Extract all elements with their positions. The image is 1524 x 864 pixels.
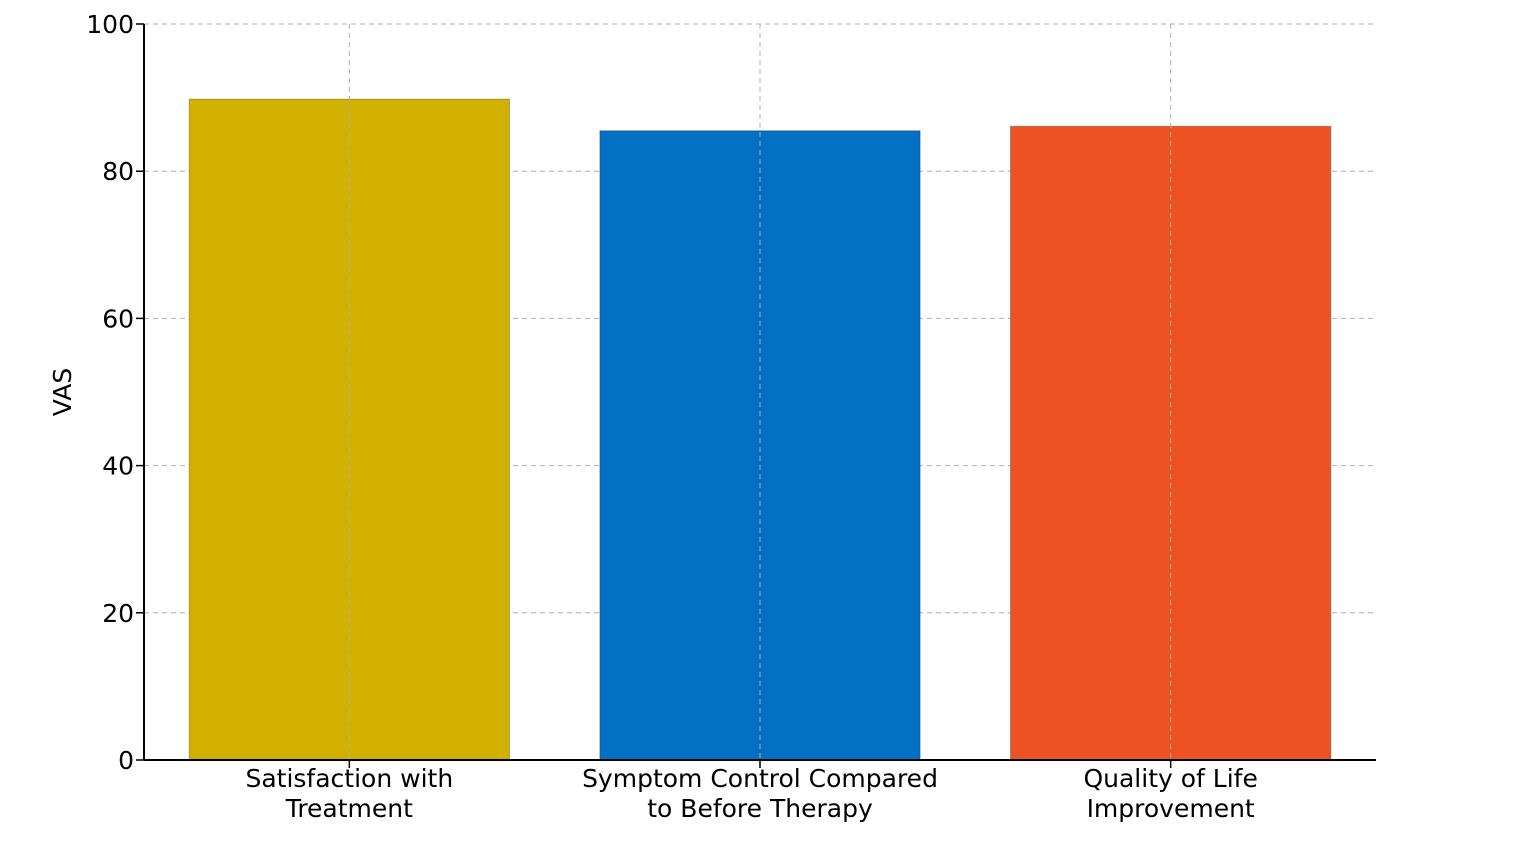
x-tick-label-line: Satisfaction with bbox=[245, 764, 453, 793]
x-tick-label: Satisfaction with Treatment bbox=[245, 764, 453, 823]
x-tick-label-line: Symptom Control Compared bbox=[582, 764, 938, 793]
x-tick-label-line: Quality of Life bbox=[1083, 764, 1257, 793]
y-tick-label: 60 bbox=[102, 304, 134, 333]
y-tick-label: 100 bbox=[86, 10, 134, 39]
y-tick-label: 40 bbox=[102, 452, 134, 481]
x-tick-label-line: Improvement bbox=[1087, 794, 1255, 823]
y-tick-label: 20 bbox=[102, 599, 134, 628]
y-tick-label: 0 bbox=[118, 746, 134, 775]
x-tick-label-line: to Before Therapy bbox=[647, 794, 873, 823]
bars bbox=[188, 24, 1332, 761]
y-tick-label: 80 bbox=[102, 157, 134, 186]
y-axis-title: VAS bbox=[48, 368, 77, 416]
ticks: 0 20 40 60 80 100 Satisfaction with Treatment Sy… bbox=[86, 10, 1258, 823]
x-tick-label: Symptom Control Compared to Before Therap… bbox=[582, 764, 938, 823]
x-tick-label-line: Treatment bbox=[285, 794, 413, 823]
x-tick-label: Quality of Life Improvement bbox=[1083, 764, 1257, 823]
